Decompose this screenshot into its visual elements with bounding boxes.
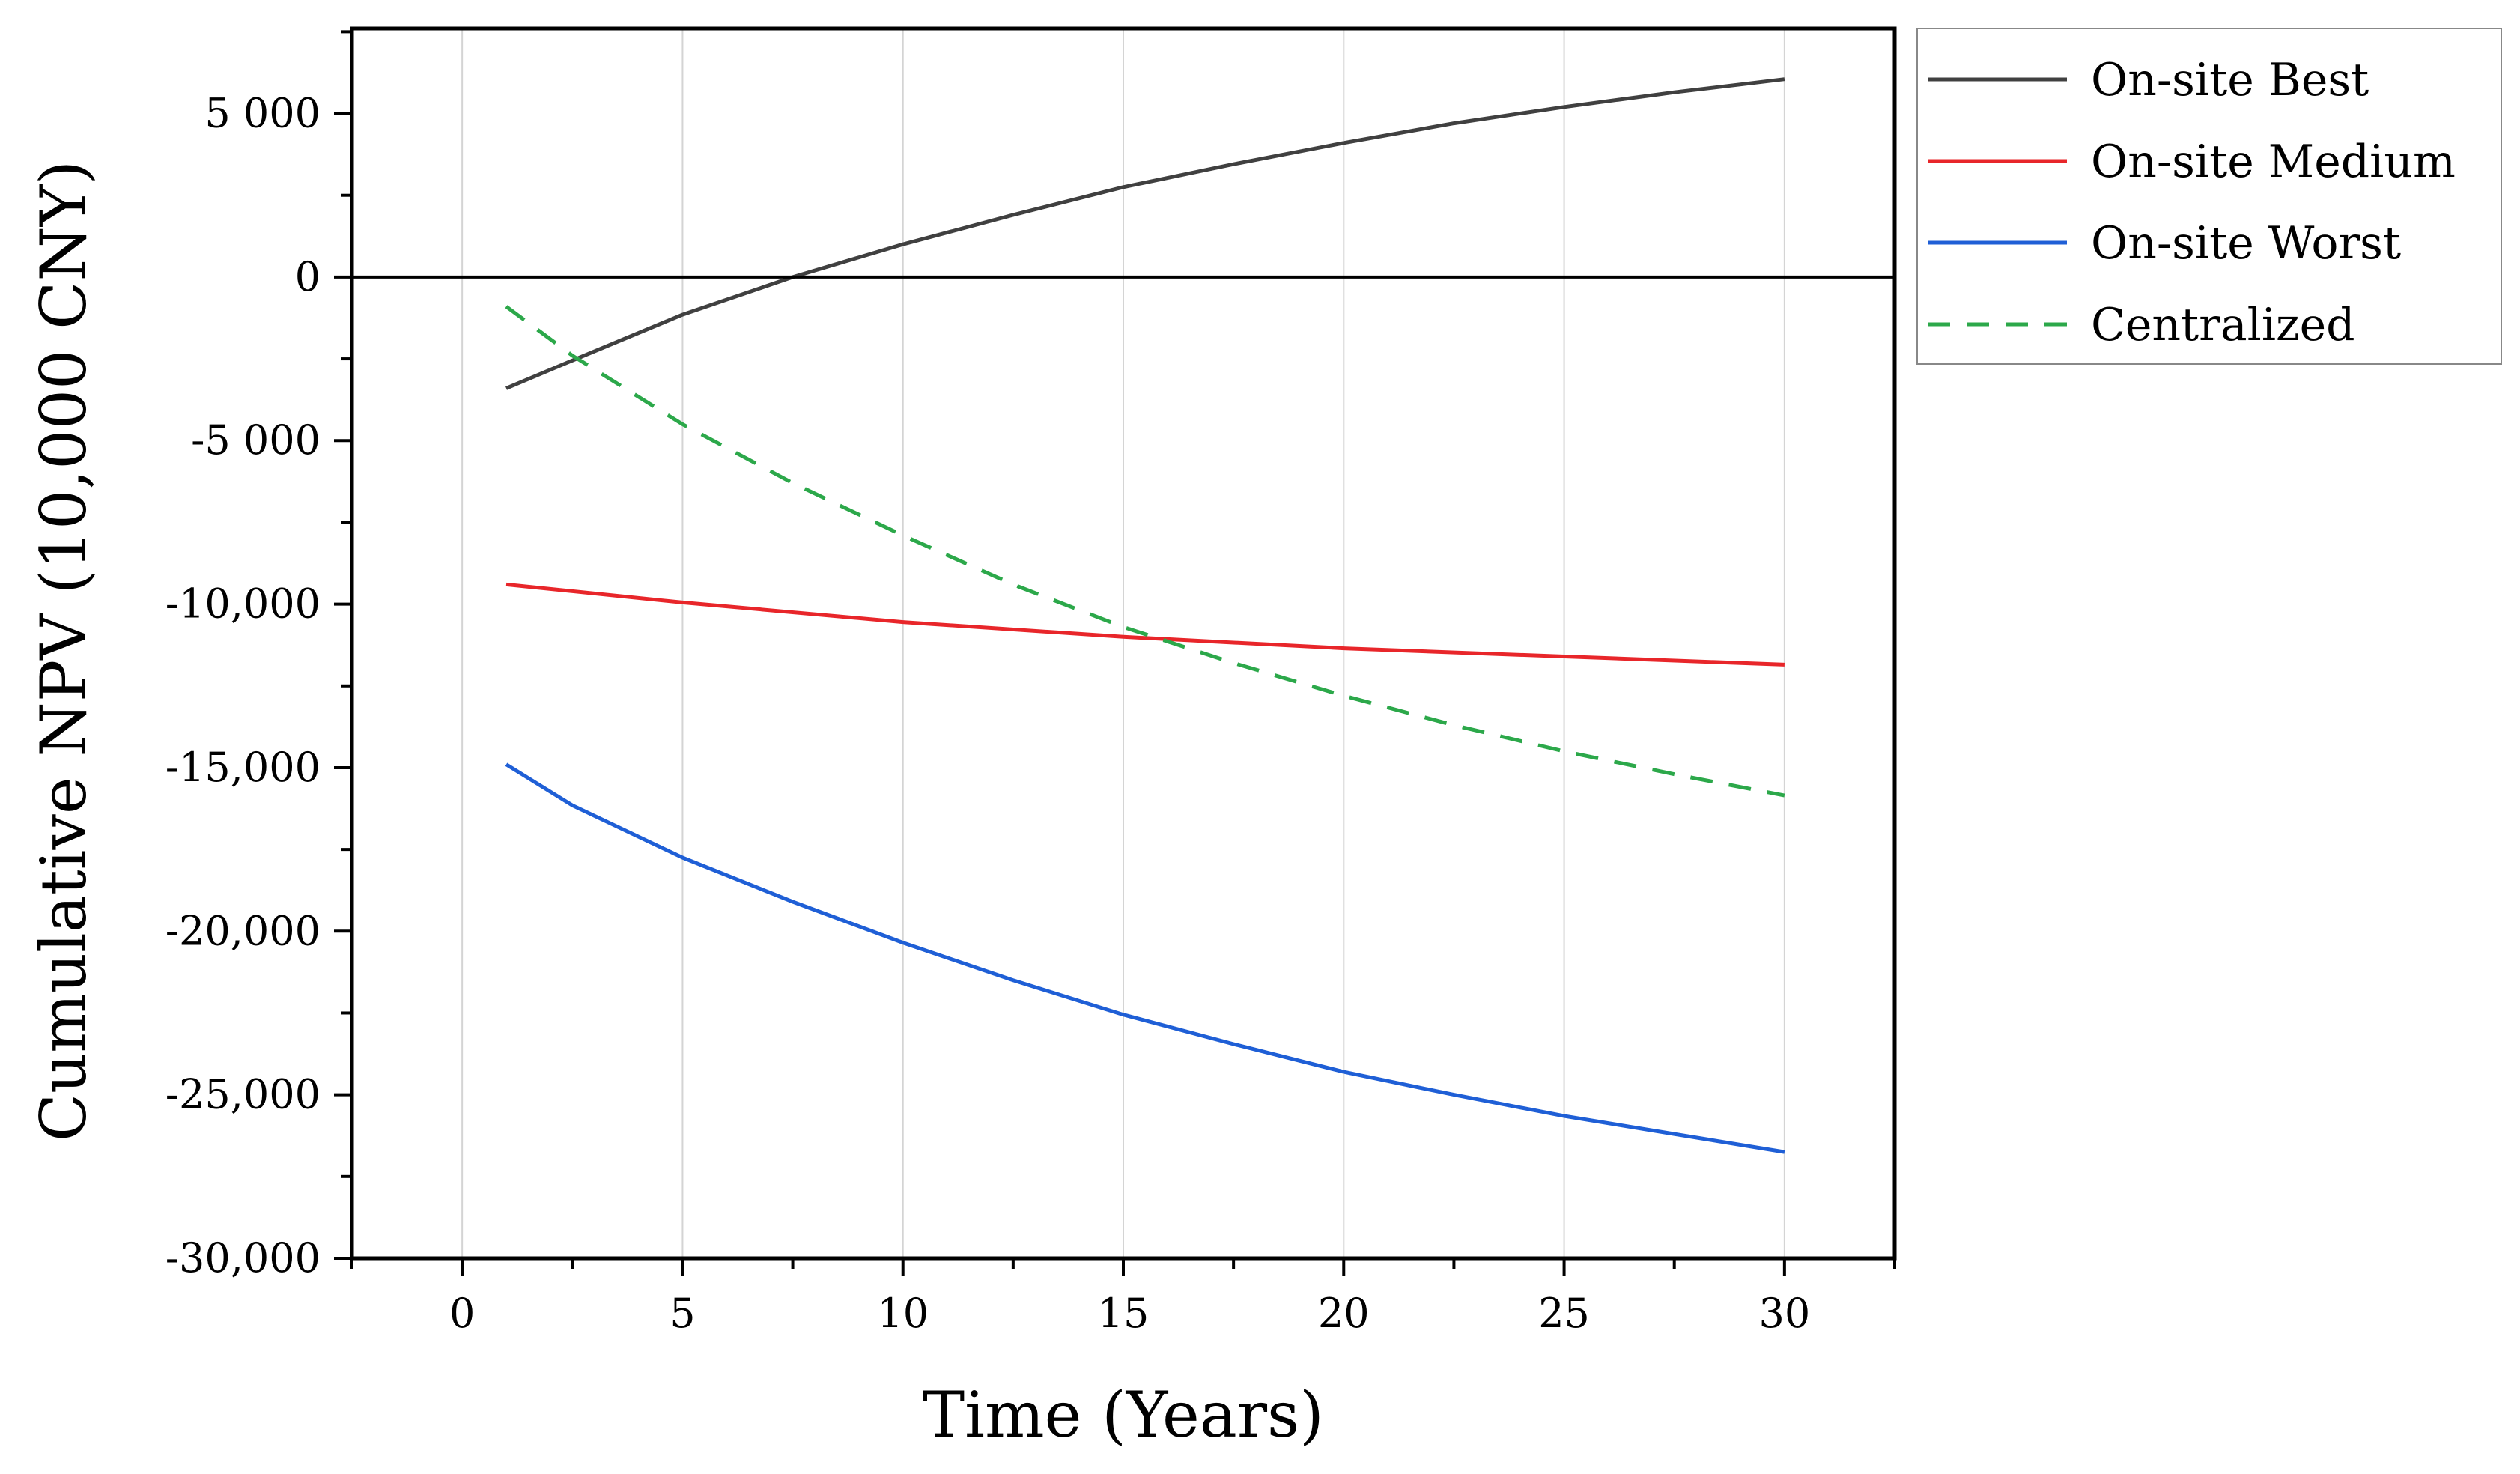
y-tick-label: -5 000	[191, 416, 321, 464]
y-tick-label: 0	[295, 253, 321, 300]
y-tick-label: -10,000	[166, 580, 321, 628]
series-line-on-site-worst	[505, 762, 1785, 1154]
series-line-on-site-best	[505, 77, 1785, 390]
x-tick-label: 30	[1758, 1290, 1810, 1337]
legend: On-site Best On-site Medium On-site Worst C…	[1916, 28, 2502, 365]
x-tick-label: 25	[1538, 1290, 1590, 1337]
legend-label: Centralized	[2091, 299, 2355, 351]
legend-label: On-site Best	[2091, 54, 2369, 106]
x-tick-label: 20	[1318, 1290, 1370, 1337]
grid-layer	[461, 28, 1785, 1258]
series-layer	[505, 77, 1785, 1154]
x-tick-label: 0	[449, 1290, 475, 1337]
legend-box	[1916, 28, 2502, 365]
y-tick-label: 5 000	[204, 90, 321, 137]
legend-label: On-site Worst	[2091, 217, 2401, 270]
y-tick-label: -30,000	[166, 1234, 321, 1282]
ticks-layer: 0 5 10 15 20 25 30 5 000 0 -5 000 -10,000 -15,000 -2…	[166, 30, 1896, 1337]
legend-label: On-site Medium	[2091, 136, 2456, 188]
x-tick-label: 15	[1098, 1290, 1150, 1337]
x-axis-title: Time (Years)	[923, 1378, 1324, 1452]
y-tick-label: -25,000	[166, 1071, 321, 1118]
y-tick-label: -15,000	[166, 744, 321, 791]
series-line-centralized	[505, 305, 1785, 798]
y-axis-title: Cumulative NPV (10,000 CNY)	[27, 160, 100, 1141]
x-tick-label: 5	[670, 1290, 695, 1337]
series-line-on-site-medium	[505, 582, 1785, 667]
x-tick-label: 10	[877, 1290, 929, 1337]
y-tick-label: -20,000	[166, 907, 321, 954]
